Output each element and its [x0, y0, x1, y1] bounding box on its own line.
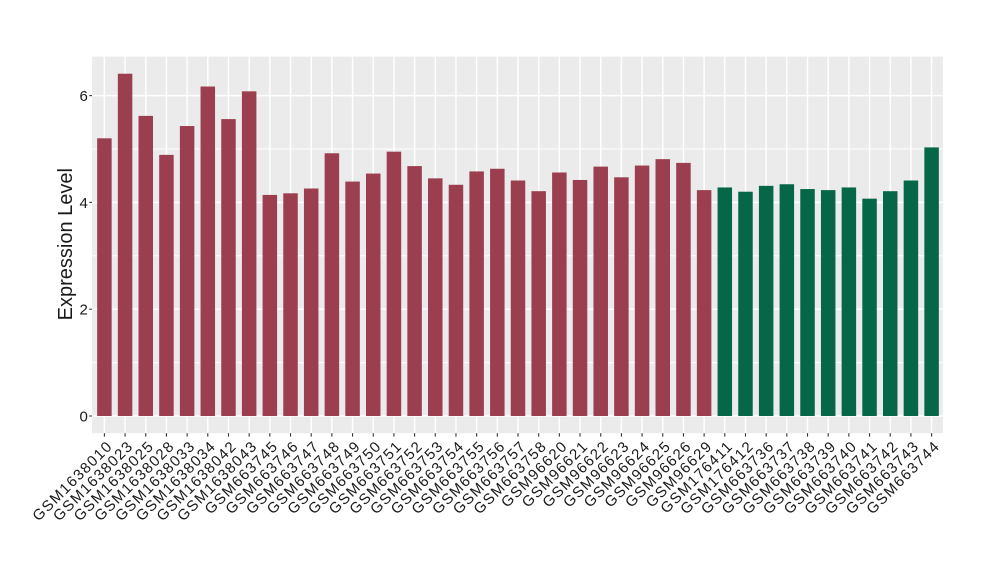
svg-text:Expression Level: Expression Level [55, 168, 77, 320]
svg-text:4: 4 [80, 195, 88, 212]
svg-text:6: 6 [80, 88, 88, 105]
svg-text:2: 2 [80, 302, 88, 319]
svg-text:0: 0 [80, 409, 88, 426]
